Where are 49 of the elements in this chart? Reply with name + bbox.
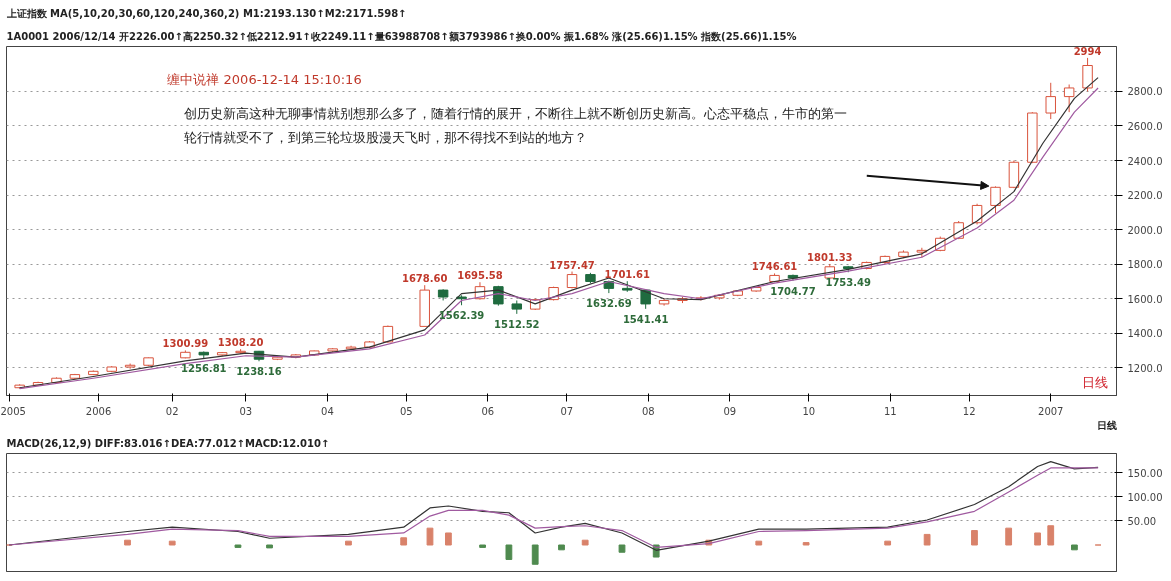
x-tick-label: 08 [641,405,655,417]
y-tick-label: 1800.0 [1127,259,1163,271]
annotation: 1541.41 [622,313,669,325]
annotation: 1678.60 [401,273,448,285]
annotation: 1757.47 [549,259,595,271]
y-tick-label: 1200.0 [1127,362,1163,374]
annotation: 1801.33 [807,251,853,263]
text: 日线 [1096,419,1117,431]
y-tick-label: 2800.0 [1127,86,1163,98]
x-tick-label: 05 [399,405,413,417]
y-tick-label: 100.00 [1127,491,1163,503]
annotation: 1701.61 [604,269,651,281]
annotation: 缠中说禅 2006-12-14 15:10:16 [167,71,362,87]
x-tick-label: 07 [560,405,574,417]
y-tick-label: 2000.0 [1127,224,1163,236]
annotation: 1753.49 [825,277,872,289]
y-tick-label: 1400.0 [1127,328,1163,340]
x-tick-label: 02 [165,405,179,417]
annotation: 日线 [1081,375,1108,391]
y-tick-label: 150.00 [1127,467,1163,479]
x-tick-label: 2005 [0,405,26,417]
x-tick-label: 03 [239,405,253,417]
annotation: 2994 [1073,45,1102,57]
x-tick-label: 10 [802,405,816,417]
annotation: 1695.58 [457,270,503,282]
annotation: 1308.20 [217,337,264,349]
annotation: 创历史新高这种无聊事情就别想那么多了，随着行情的展开，不断往上就不断创历史新高。心态平稳点，牛市的第一轮行情就受不了，到第三轮垃圾股漫天飞时，那不得找不到站的地方？ [184,105,848,145]
annotation: 1256.81 [181,363,227,375]
annotation: 1704.77 [770,285,816,297]
x-tick-label: 06 [481,405,495,417]
y-tick-label: 50.00 [1127,515,1157,527]
y-tick-label: 2400.0 [1127,155,1163,167]
x-tick-label: 2007 [1038,405,1064,417]
chart-title: 上证指数 MA(5,10,20,30,60,120,240,360,2) M1:2193.130↑M2:2171.598↑ [5,7,407,19]
x-tick-label: 11 [883,405,897,417]
annotation: 1632.69 [586,298,632,310]
annotation: 1238.16 [236,366,282,378]
x-tick-label: 09 [723,405,737,417]
y-tick-label: 2200.0 [1127,190,1163,202]
annotation: 1512.52 [494,318,540,330]
annotation: 1746.61 [751,261,798,273]
x-tick-label: 04 [321,405,334,417]
chart-title: MACD(26,12,9) DIFF:83.016↑DEA:77.012↑MACD:12.010↑ [6,437,330,449]
y-tick-label: 1600.0 [1127,293,1163,305]
annotation: 1300.99 [162,338,209,350]
x-tick-label: 2006 [85,405,112,417]
chart-subtitle: 1A0001 2006/12/14 开2226.00↑高2250.32↑低2212.91↑收2249.11↑量63988708↑额3793986↑换0.00% 振1.68% 涨(25.66)1.15% 指数(25.66)1.15% [6,30,797,42]
y-tick-label: 2600.0 [1127,120,1163,132]
x-tick-label: 12 [962,405,976,417]
